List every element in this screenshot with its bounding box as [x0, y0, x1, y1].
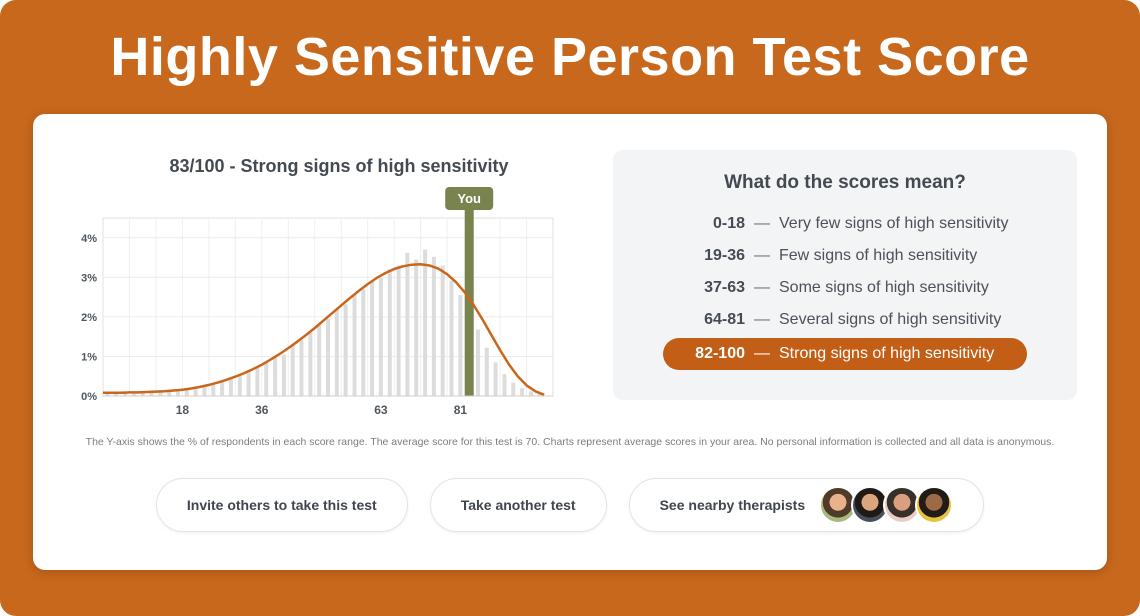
svg-text:1%: 1%	[81, 351, 97, 363]
therapist-avatar	[819, 486, 858, 524]
page-title: Highly Sensitive Person Test Score	[110, 27, 1030, 87]
score-description: Several signs of high sensitivity	[779, 311, 1002, 328]
take-another-test-label: Take another test	[460, 497, 576, 513]
score-row: 19-36 — Few signs of high sensitivity	[663, 240, 1027, 272]
scores-panel: What do the scores mean? 0-18 — Very few…	[613, 150, 1077, 400]
score-dash: —	[754, 279, 770, 296]
svg-text:0%: 0%	[81, 391, 97, 403]
score-dash: —	[754, 311, 770, 328]
take-another-test-button[interactable]: Take another test	[429, 478, 607, 532]
score-range: 0-18	[712, 215, 745, 232]
score-distribution-chart: 0% 1% 2% 3% 4% 18 36 63 81	[81, 208, 554, 417]
score-description: Few signs of high sensitivity	[779, 247, 978, 264]
scores-panel-title: What do the scores mean?	[724, 172, 966, 193]
chart-footnote: The Y-axis shows the % of respondents in…	[85, 436, 1055, 448]
score-description: Some signs of high sensitivity	[779, 279, 989, 296]
actions-row: Invite others to take this test Take ano…	[33, 478, 1107, 532]
score-row: 0-18 — Very few signs of high sensitivit…	[663, 208, 1027, 240]
score-range: 37-63	[704, 279, 745, 296]
therapist-avatar-stack	[819, 486, 954, 524]
score-range: 19-36	[704, 247, 745, 264]
invite-others-button[interactable]: Invite others to take this test	[155, 478, 408, 532]
score-dash: —	[754, 345, 770, 362]
svg-text:18: 18	[176, 403, 190, 417]
score-row-highlighted: 82-100 — Strong signs of high sensitivit…	[663, 338, 1027, 370]
score-row: 64-81 — Several signs of high sensitivit…	[663, 304, 1027, 336]
score-range: 64-81	[704, 311, 745, 328]
therapist-avatar	[915, 486, 954, 524]
score-range: 82-100	[695, 345, 745, 362]
svg-text:81: 81	[454, 403, 468, 417]
invite-others-label: Invite others to take this test	[186, 497, 377, 513]
score-description: Strong signs of high sensitivity	[779, 345, 995, 362]
score-description: Very few signs of high sensitivity	[779, 215, 1009, 232]
svg-text:2%: 2%	[81, 312, 97, 324]
therapist-avatar	[851, 486, 890, 524]
score-dash: —	[754, 247, 770, 264]
svg-text:36: 36	[255, 403, 269, 417]
you-score-badge: You	[445, 187, 493, 210]
see-nearby-therapists-button[interactable]: See nearby therapists	[628, 478, 985, 532]
score-row: 37-63 — Some signs of high sensitivity	[663, 272, 1027, 304]
svg-text:4%: 4%	[81, 233, 97, 245]
svg-text:63: 63	[374, 403, 388, 417]
svg-text:3%: 3%	[81, 272, 97, 284]
score-dash: —	[754, 215, 770, 232]
results-card: 83/100 - Strong signs of high sensitivit…	[33, 114, 1107, 570]
chart-title: 83/100 - Strong signs of high sensitivit…	[169, 156, 509, 176]
see-nearby-therapists-label: See nearby therapists	[659, 497, 806, 513]
therapist-avatar	[883, 486, 922, 524]
